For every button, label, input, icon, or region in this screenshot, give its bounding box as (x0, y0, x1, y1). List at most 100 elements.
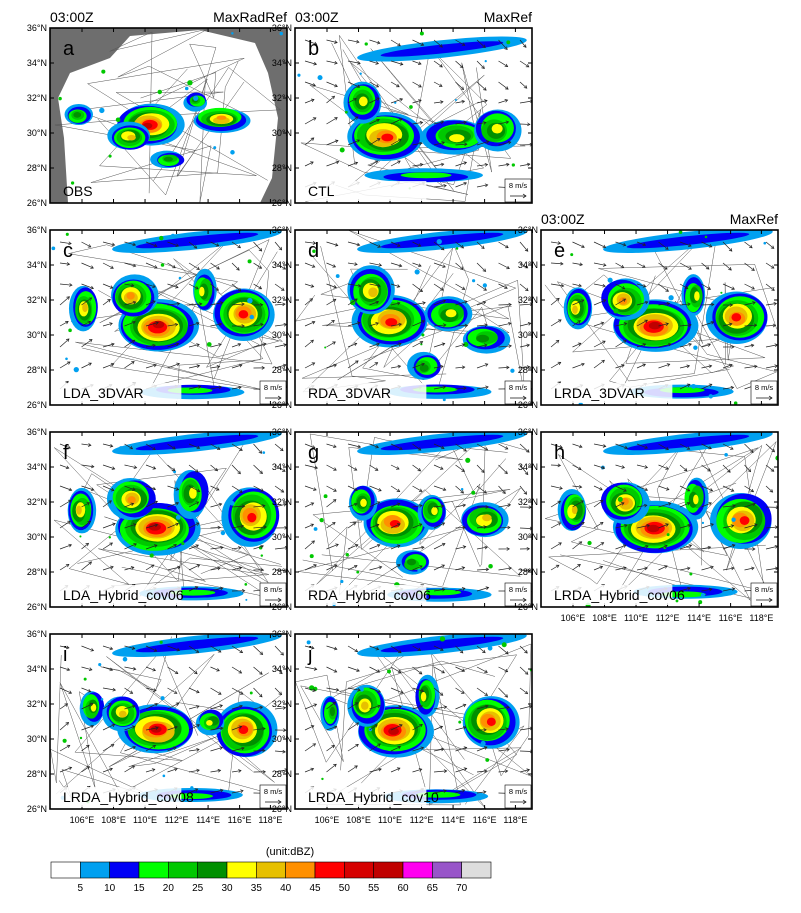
reflectivity-cell (446, 309, 457, 317)
echo-speck (481, 741, 486, 746)
lat-label: 32°N (272, 497, 292, 507)
echo-speck (731, 518, 735, 522)
reflectivity-cell (407, 559, 416, 566)
lat-label: 26°N (27, 804, 47, 814)
echo-speck (667, 533, 670, 536)
echo-speck (244, 583, 247, 586)
lat-label: 32°N (27, 93, 47, 103)
experiment-label: LDA_3DVAR (63, 385, 144, 401)
colorbar-swatch (168, 862, 197, 878)
echo-speck (587, 541, 591, 545)
reference-vector-label: 8 m/s (755, 383, 774, 392)
echo-speck (485, 758, 489, 762)
experiment-label: RDA_Hybrid_cov06 (308, 587, 431, 603)
reflectivity-cell (76, 506, 82, 515)
lon-label: 112°E (165, 815, 189, 825)
echo-speck (66, 233, 69, 236)
echo-speck (458, 721, 461, 724)
echo-speck (109, 155, 112, 158)
echo-speck (261, 554, 263, 556)
reflectivity-cell (381, 134, 393, 142)
lon-label: 114°E (441, 815, 465, 825)
experiment-label: LRDA_Hybrid_cov08 (63, 789, 194, 805)
lon-label: 116°E (228, 815, 252, 825)
colorbar-label: 60 (397, 883, 409, 894)
panel-h-map (541, 425, 781, 608)
echo-speck (297, 74, 300, 77)
colorbar-label: 70 (456, 883, 468, 894)
lat-label: 28°N (272, 769, 292, 779)
colorbar-swatch (80, 862, 109, 878)
echo-speck (440, 636, 445, 641)
echo-speck (65, 357, 68, 360)
panel-e-map (541, 223, 778, 406)
echo-speck (310, 554, 314, 558)
lat-label: 34°N (272, 462, 292, 472)
colorbar-label: 15 (133, 883, 145, 894)
reflectivity-cell (421, 692, 426, 702)
panel-b-map (295, 28, 533, 203)
field-label: MaxRef (484, 9, 532, 25)
echo-speck (359, 687, 363, 691)
echo-speck (483, 283, 487, 287)
reflectivity-cell (239, 310, 249, 318)
colorbar-label: 5 (78, 883, 84, 894)
panel-letter: j (307, 644, 312, 666)
reference-vector-label: 8 m/s (264, 585, 283, 594)
lat-label: 30°N (27, 734, 47, 744)
echo-speck (437, 239, 442, 244)
lat-label: 28°N (27, 365, 47, 375)
lon-label: 108°E (101, 815, 126, 825)
panel-letter: g (308, 442, 319, 464)
lon-label: 106°E (315, 815, 340, 825)
lat-label: 30°N (27, 532, 47, 542)
lat-label: 32°N (27, 497, 47, 507)
colorbar-label: 35 (251, 883, 263, 894)
echo-speck (456, 247, 459, 250)
reflectivity-cell (199, 287, 204, 297)
reference-vector-label: 8 m/s (264, 383, 283, 392)
lat-label: 34°N (27, 260, 47, 270)
reflectivity-cell (492, 124, 503, 134)
panel-e: 8 m/s26°N28°N30°N32°N34°N36°NeLRDA_3DVAR… (518, 211, 778, 410)
colorbar-label: 40 (280, 883, 292, 894)
lat-label: 36°N (27, 629, 47, 639)
lat-label: 34°N (27, 664, 47, 674)
echo-speck (409, 105, 413, 109)
colorbar-swatch (139, 862, 168, 878)
echo-speck (324, 494, 328, 498)
reflectivity-cell (401, 172, 452, 178)
echo-speck (176, 515, 181, 520)
echo-speck (230, 501, 235, 506)
echo-speck (679, 230, 683, 234)
colorbar-label: 20 (163, 883, 175, 894)
lat-label: 34°N (272, 260, 292, 270)
panel-d-map (295, 223, 533, 405)
echo-speck (720, 292, 722, 294)
lat-label: 30°N (272, 330, 292, 340)
panel-letter: d (308, 240, 319, 262)
lon-label: 118°E (258, 815, 282, 825)
lon-label: 116°E (473, 815, 497, 825)
echo-speck (171, 234, 175, 238)
echo-speck (84, 678, 87, 681)
lat-label: 26°N (272, 602, 292, 612)
echo-speck (691, 384, 696, 389)
panel-letter: f (63, 442, 69, 464)
colorbar-label: 25 (192, 883, 204, 894)
echo-speck (80, 737, 82, 739)
lat-label: 36°N (27, 225, 47, 235)
echo-speck (705, 236, 708, 239)
lat-label: 26°N (272, 804, 292, 814)
lat-label: 32°N (272, 699, 292, 709)
echo-speck (109, 536, 111, 538)
experiment-label: LRDA_Hybrid_cov10 (308, 789, 439, 805)
colorbar-swatch (198, 862, 227, 878)
lat-label: 28°N (518, 567, 538, 577)
lat-label: 32°N (272, 93, 292, 103)
echo-speck (618, 497, 623, 502)
echo-speck (613, 309, 618, 314)
echo-speck (751, 235, 755, 239)
